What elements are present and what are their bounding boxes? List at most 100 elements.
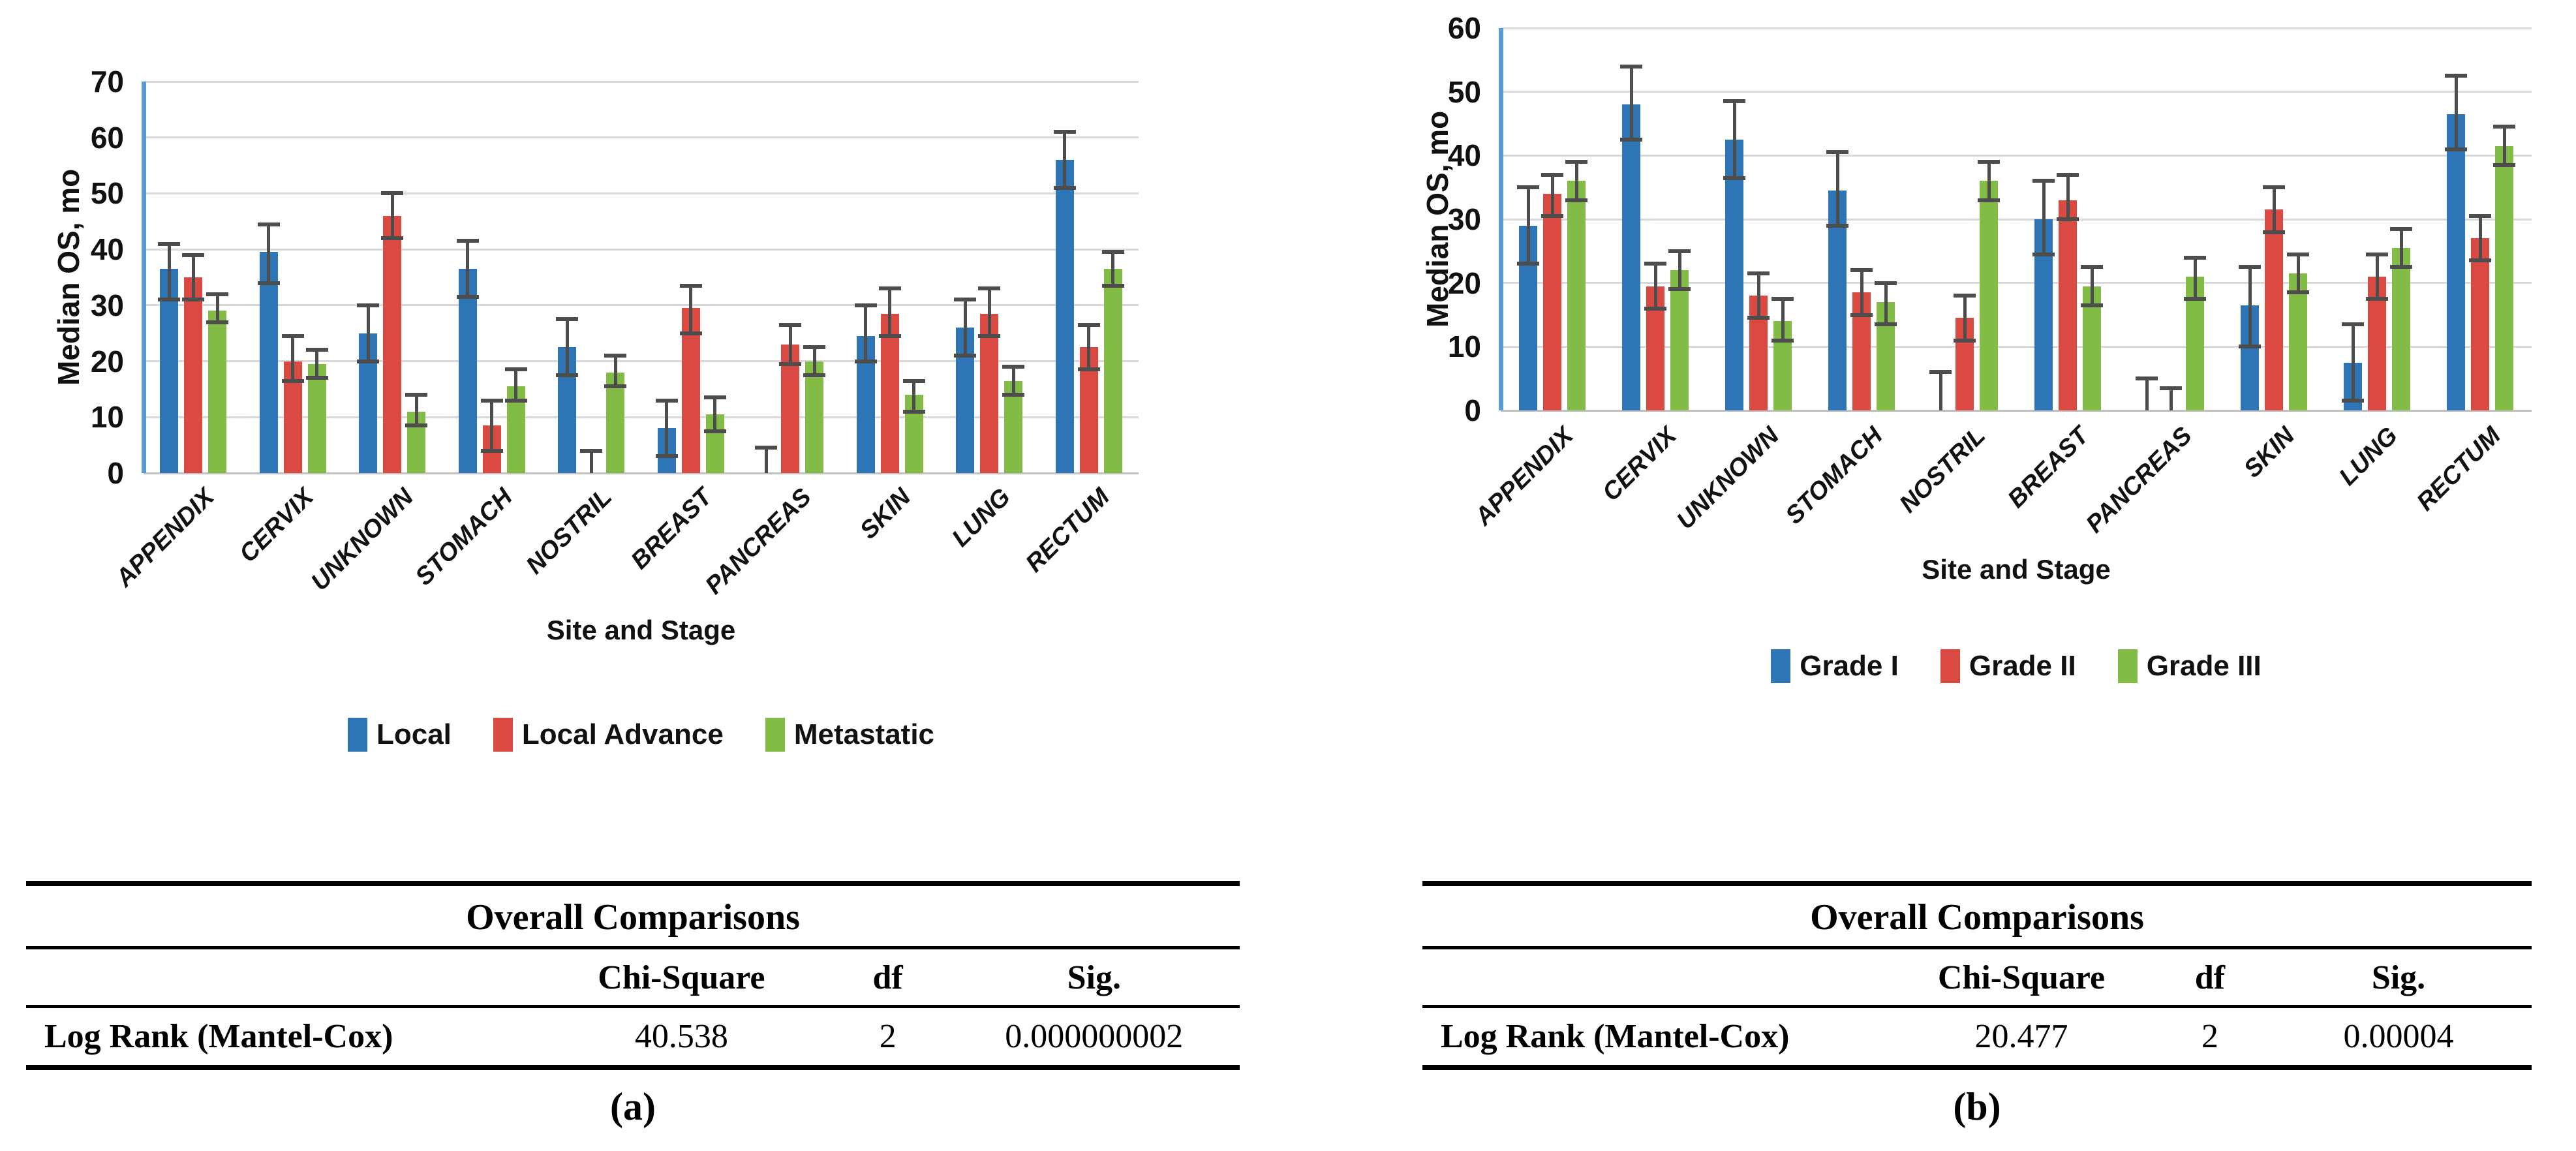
legend-label: Grade III	[2146, 650, 2262, 682]
gridline-70	[144, 80, 1139, 83]
error-bar-stem	[689, 285, 693, 333]
error-bar-cap-bottom	[556, 373, 579, 377]
bar-grade-i-unknown	[1725, 139, 1743, 410]
error-bar-cap-top	[1954, 294, 1976, 298]
error-bar-cap-top	[1723, 99, 1745, 104]
error-bar-cap-top	[2239, 265, 2261, 269]
x-category-label-stomach: STOMACH	[410, 483, 519, 591]
error-bar-cap-top	[954, 298, 977, 302]
gridline-60	[1501, 27, 2532, 29]
x-category-label-appendix: APPENDIX	[1469, 422, 1579, 531]
error-bar-cap-top	[679, 283, 702, 288]
bar-metastatic-pancreas	[805, 361, 824, 473]
error-bar-stem	[912, 380, 916, 412]
error-bar-stem	[366, 305, 370, 361]
x-category-label-pancreas: PANCREAS	[700, 483, 817, 600]
gridline-0	[144, 472, 1139, 474]
error-bar-cap-top	[755, 446, 778, 450]
error-bar-stem	[1756, 273, 1760, 318]
table-header-chi-square: Chi-Square	[598, 959, 765, 996]
error-bar-stem	[1087, 324, 1091, 370]
x-category-label-skin: SKIN	[855, 483, 917, 545]
error-bar-cap-bottom	[2263, 230, 2285, 234]
error-bar-cap-bottom	[405, 423, 428, 428]
legend-swatch-icon	[493, 718, 513, 752]
error-bar-cap-bottom	[381, 236, 404, 240]
error-bar-cap-bottom	[2445, 147, 2467, 151]
error-bar-cap-top	[1668, 249, 1691, 253]
x-axis-title: Site and Stage	[546, 615, 736, 645]
gridline-10	[1501, 345, 2532, 348]
legend-item-grade-i: Grade I	[1771, 649, 1899, 683]
error-bar-cap-top	[182, 253, 205, 257]
legend-item-grade-iii: Grade III	[2117, 649, 2262, 683]
error-bar-stem	[2375, 254, 2379, 299]
y-axis-title: Median OS, mo	[52, 168, 85, 386]
legend-swatch-icon	[765, 718, 785, 752]
error-bar-stem	[764, 448, 768, 473]
error-bar-cap-top	[504, 367, 527, 372]
error-bar-cap-bottom	[1644, 306, 1666, 311]
error-bar-stem	[1678, 251, 1681, 290]
table-header-row: Chi-Square df Sig.	[1422, 949, 2532, 1008]
error-bar-stem	[812, 347, 816, 375]
table-header-sig: Sig.	[2371, 959, 2426, 996]
error-bar-stem	[987, 288, 991, 336]
chi-square-value: 20.477	[1974, 1018, 2068, 1055]
bar-local-advance-unknown	[383, 215, 402, 473]
error-bar-stem	[315, 350, 319, 378]
error-bar-cap-top	[1002, 365, 1025, 369]
error-bar-stem	[1011, 367, 1015, 395]
error-bar-cap-top	[2287, 252, 2309, 256]
error-bar-cap-top	[2184, 255, 2206, 260]
error-bar-cap-top	[305, 348, 328, 352]
error-bar-cap-top	[1620, 64, 1642, 69]
bar-grade-ii-rectum	[2471, 238, 2489, 410]
x-category-label-rectum: RECTUM	[2412, 422, 2507, 517]
error-bar-cap-bottom	[305, 376, 328, 380]
x-category-label-lung: LUNG	[2334, 422, 2404, 491]
error-bar-cap-top	[1053, 130, 1076, 134]
bar-chart-site-stage: 0 10 20 30 40 50 60 70 APPENDIX CERVIX UNKNOWN STOM…	[0, 0, 1288, 835]
bar-metastatic-rectum	[1103, 269, 1122, 473]
error-bar-cap-top	[1565, 160, 1587, 164]
bar-chart-site-grade: 0 10 20 30 40 50 60 APPENDIX CERVIX UNKNOWN STOMAC…	[1288, 0, 2576, 835]
y-tick-label-60: 60	[90, 120, 124, 155]
error-bar-cap-top	[1541, 172, 1563, 177]
error-bar-stem	[1574, 162, 1578, 200]
error-bar-stem	[291, 336, 295, 381]
legend-item-local: Local	[347, 718, 452, 752]
x-category-label-breast: BREAST	[625, 483, 718, 575]
error-bar-cap-bottom	[2366, 297, 2388, 301]
error-bar-cap-top	[2366, 252, 2388, 256]
error-bar-cap-bottom	[1771, 338, 1794, 343]
bar-grade-iii-appendix	[1567, 181, 1586, 410]
table-header-row: Chi-Square df Sig.	[26, 949, 1240, 1008]
error-bar-cap-top	[1101, 250, 1124, 254]
error-bar-stem	[466, 241, 470, 297]
error-bar-stem	[2478, 216, 2482, 261]
x-category-label-nostril: NOSTRIL	[521, 483, 618, 580]
error-bar-stem	[2066, 174, 2070, 219]
error-bar-stem	[2193, 257, 2197, 299]
table-header-df: df	[872, 959, 903, 996]
y-tick-label-50: 50	[90, 176, 124, 211]
error-bar-cap-bottom	[2057, 217, 2079, 221]
error-bar-stem	[1987, 162, 1991, 200]
error-bar-cap-bottom	[1850, 313, 1873, 317]
error-bar-cap-bottom	[2342, 399, 2364, 403]
x-category-label-breast: BREAST	[2002, 422, 2094, 514]
bar-local-advance-skin	[880, 313, 899, 473]
error-bar-cap-bottom	[854, 359, 877, 363]
error-bar-stem	[1963, 296, 1967, 341]
gridline-20	[144, 360, 1139, 363]
bar-grade-ii-breast	[2059, 200, 2077, 410]
error-bar-stem	[2454, 76, 2458, 149]
error-bar-cap-top	[357, 303, 380, 307]
error-bar-cap-top	[902, 378, 925, 383]
gridline-40	[1501, 154, 2532, 157]
error-bar-stem	[1063, 132, 1067, 188]
legend-item-local-advance: Local Advance	[493, 718, 724, 752]
overall-comparisons-table-b: Overall Comparisons Chi-Square df Sig. L…	[1422, 881, 2532, 1070]
error-bar-cap-top	[978, 286, 1001, 291]
